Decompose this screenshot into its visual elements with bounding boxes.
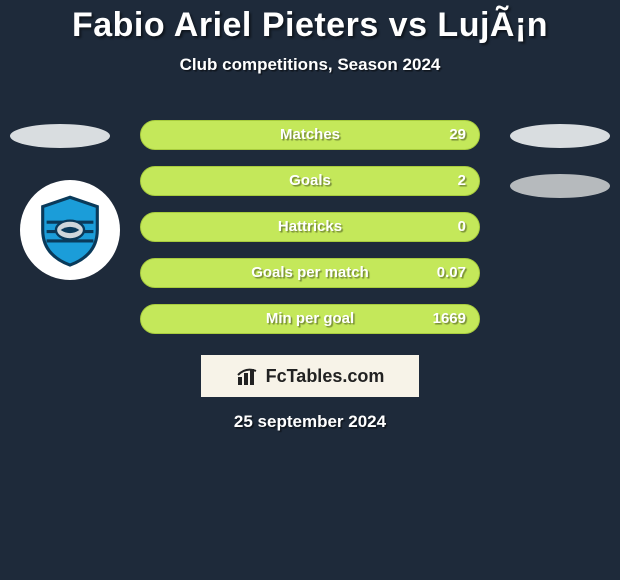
- stat-row: Min per goal 1669: [140, 304, 480, 334]
- bars-icon: [236, 365, 262, 387]
- stat-value: 0.07: [437, 258, 466, 288]
- comparison-card: Fabio Ariel Pieters vs LujÃ¡n Club compe…: [0, 0, 620, 580]
- stat-label: Hattricks: [140, 212, 480, 242]
- stat-label: Goals per match: [140, 258, 480, 288]
- brand-box: FcTables.com: [201, 355, 419, 397]
- stat-label: Goals: [140, 166, 480, 196]
- page-subtitle: Club competitions, Season 2024: [0, 55, 620, 75]
- stat-value: 2: [458, 166, 466, 196]
- stat-row: Hattricks 0: [140, 212, 480, 242]
- page-title: Fabio Ariel Pieters vs LujÃ¡n: [0, 0, 620, 45]
- stat-bars: Matches 29 Goals 2 Hattricks 0 Goals per…: [140, 120, 480, 350]
- club-badge: [20, 180, 120, 280]
- stat-row: Goals 2: [140, 166, 480, 196]
- generated-date: 25 september 2024: [0, 412, 620, 432]
- stat-row: Goals per match 0.07: [140, 258, 480, 288]
- stat-label: Min per goal: [140, 304, 480, 334]
- right-placeholder-ellipse-2: [510, 174, 610, 198]
- stat-value: 1669: [433, 304, 466, 334]
- left-placeholder-ellipse: [10, 124, 110, 148]
- stat-value: 29: [449, 120, 466, 150]
- stat-value: 0: [458, 212, 466, 242]
- brand-text: FcTables.com: [266, 366, 385, 387]
- right-placeholder-ellipse-1: [510, 124, 610, 148]
- club-shield-icon: [31, 191, 109, 269]
- stat-row: Matches 29: [140, 120, 480, 150]
- stat-label: Matches: [140, 120, 480, 150]
